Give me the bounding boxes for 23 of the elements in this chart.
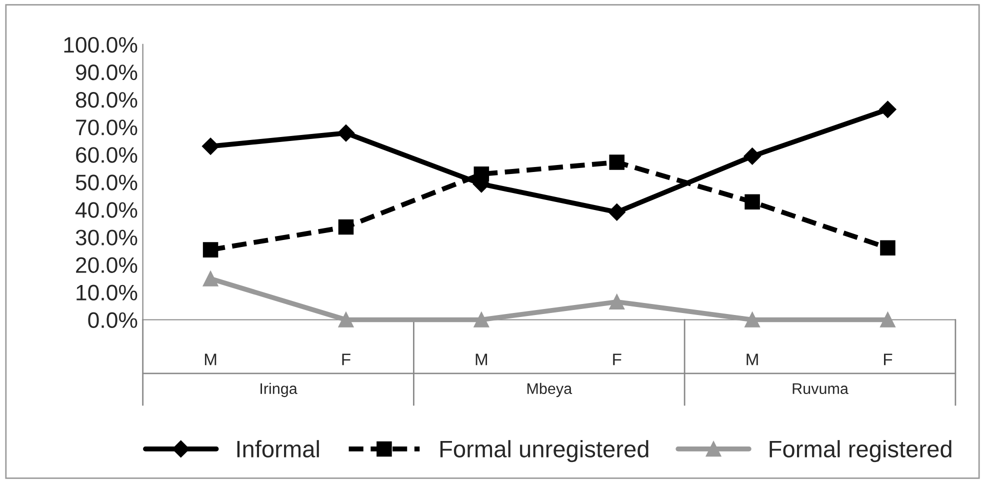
y-tick-label: 60.0% [76, 147, 138, 163]
y-tick-label: 90.0% [76, 64, 138, 80]
x-tick-label: M [476, 354, 487, 366]
y-tick-label: 100.0% [64, 36, 138, 53]
y-tick-label: 20.0% [76, 257, 138, 273]
legend-label: Informal [237, 440, 319, 458]
y-tick-label: 80.0% [76, 92, 138, 108]
text: Iringa [260, 382, 298, 398]
y-tick-label: 70.0% [76, 120, 138, 136]
x-tick-label: M [204, 354, 216, 366]
x-tick-label: M [746, 354, 758, 366]
y-tick-label: 10.0% [76, 284, 138, 300]
y-tick-label: 30.0% [76, 230, 138, 246]
text: Mbeya [527, 382, 572, 398]
y-tick-label: 50.0% [76, 174, 138, 190]
text: Ruvuma [792, 383, 848, 394]
y-tick-label: 0.0% [88, 312, 138, 328]
y-tick-label: 40.0% [75, 202, 138, 218]
legend-label: Formal registered [770, 440, 952, 462]
x-tick-label: F [613, 354, 622, 366]
legend-label: Formal unregistered [440, 440, 648, 462]
x-tick-label: F [884, 354, 892, 366]
x-tick-label: F [342, 354, 350, 366]
